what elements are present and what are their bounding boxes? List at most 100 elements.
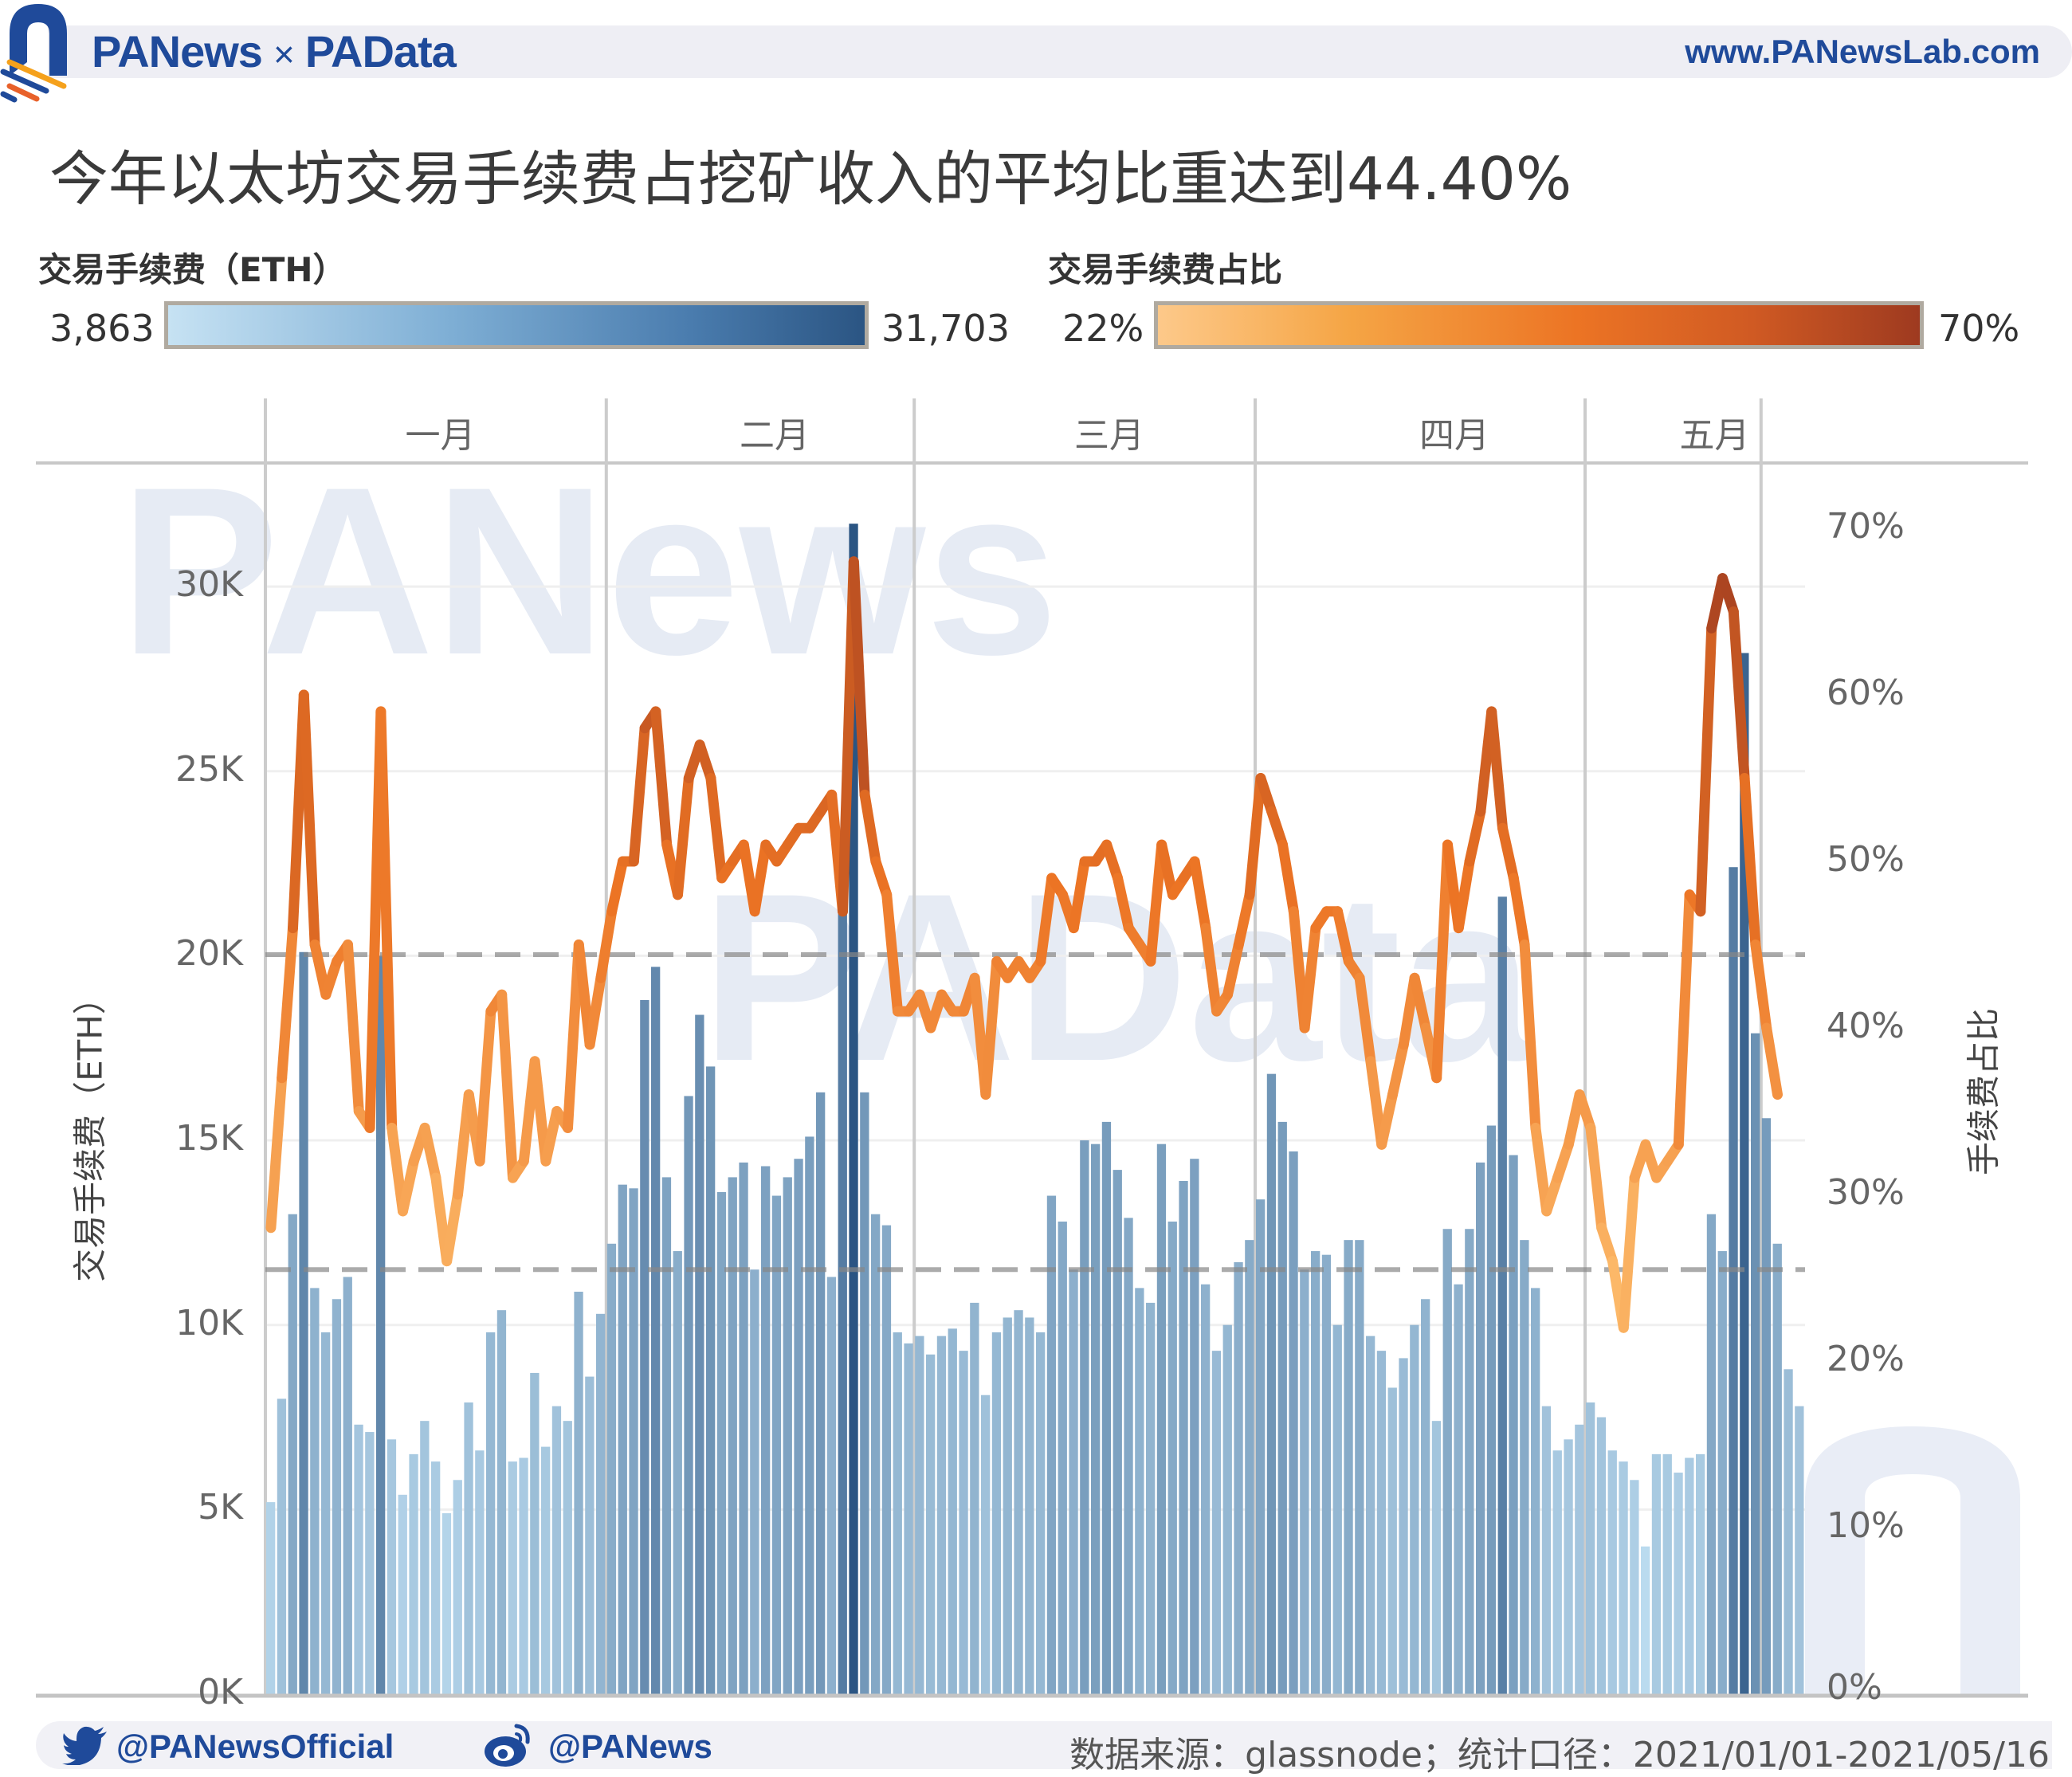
left-axis-tick: 20K <box>175 933 243 975</box>
fee-bar <box>1277 1121 1287 1694</box>
ratio-line-segment <box>1453 856 1475 934</box>
ratio-line-segment <box>540 1106 563 1167</box>
ratio-line-segment <box>1244 773 1266 900</box>
fee-bar <box>606 1243 617 1694</box>
fee-bar <box>849 524 858 1695</box>
ratio-line-segment <box>1156 839 1178 900</box>
left-axis-tick: 5K <box>198 1487 243 1528</box>
fee-bar <box>739 1162 748 1694</box>
ratio-line-segment <box>606 856 628 917</box>
right-axis-tick: 0% <box>1827 1667 1882 1708</box>
fee-bar <box>1564 1439 1573 1694</box>
right-axis-tick: 70% <box>1827 506 1905 547</box>
right-axis-tick: 20% <box>1827 1339 1905 1379</box>
ratio-line-segment <box>1497 822 1519 884</box>
fee-bar <box>1355 1240 1364 1694</box>
ratio-line-segment <box>628 723 650 867</box>
ratio-line-segment <box>1101 839 1123 884</box>
fee-bar <box>299 951 308 1694</box>
ratio-line-segment <box>496 989 518 1183</box>
brand-panews: PANews <box>92 26 263 76</box>
fee-bar <box>1046 1195 1057 1694</box>
fee-bar <box>716 1191 727 1694</box>
fee-bar <box>508 1461 517 1694</box>
ratio-line-segment <box>1750 939 1772 1034</box>
fee-bar <box>398 1494 407 1694</box>
fee-bar <box>1366 1336 1375 1694</box>
right-axis-tick: 30% <box>1827 1172 1905 1213</box>
fee-bar <box>387 1439 397 1694</box>
fee-bar <box>1486 1125 1497 1694</box>
fee-bar <box>1300 1269 1309 1694</box>
fee-bar <box>1256 1199 1266 1694</box>
panews-watermark: PANews <box>120 437 1058 704</box>
fee-bar <box>1541 1406 1552 1694</box>
fee-bar <box>936 1336 947 1694</box>
fee-bar <box>541 1446 551 1694</box>
ratio-line-segment <box>1332 906 1354 967</box>
fee-bar <box>860 1092 869 1694</box>
left-axis-tick: 15K <box>175 1118 243 1159</box>
fee-bar <box>1167 1221 1177 1694</box>
legend-ratio-title: 交易手续费占比 <box>1048 250 1283 289</box>
ratio-line-segment <box>265 1073 288 1234</box>
logo-watermark-icon <box>1805 1426 2020 1694</box>
legend-fee-gradient <box>164 301 869 349</box>
fee-bar <box>1552 1450 1562 1694</box>
ratio-line-segment <box>1778 0 1789 1095</box>
footer-bar <box>36 1721 2052 1769</box>
fee-bar <box>1795 1406 1804 1694</box>
fee-bar <box>1442 1229 1452 1694</box>
brand-padata: PAData <box>304 26 457 76</box>
ratio-line-segment <box>584 972 606 1050</box>
fee-bar <box>1662 1453 1672 1694</box>
fee-bar <box>1630 1480 1639 1694</box>
right-axis-tick: 60% <box>1827 673 1905 713</box>
ratio-line-segment <box>343 939 364 1116</box>
brand-logotype: PANews × PAData <box>92 24 457 82</box>
fee-bar <box>266 1502 276 1694</box>
fee-bar <box>409 1453 418 1694</box>
fee-bar <box>1113 1170 1122 1694</box>
fee-bar <box>871 1214 881 1694</box>
fee-bar <box>1761 1118 1772 1694</box>
fee-bar <box>1124 1218 1133 1694</box>
fee-bar <box>1531 1288 1540 1694</box>
fee-bar <box>959 1351 968 1694</box>
fee-bar <box>1772 1243 1782 1694</box>
ratio-line-segment <box>1673 889 1695 1150</box>
ratio-line-segment <box>1486 706 1508 834</box>
fee-bar <box>1651 1453 1662 1694</box>
ratio-line-segment <box>1299 923 1321 1034</box>
ratio-line-segment <box>1596 1222 1618 1267</box>
fee-bar <box>441 1512 452 1694</box>
right-axis-tick: 10% <box>1827 1505 1905 1546</box>
weibo-handle-link[interactable]: @PANews <box>548 1728 712 1765</box>
fee-bar <box>1058 1221 1067 1694</box>
ratio-line-segment <box>529 1056 551 1167</box>
data-source-note: 数据来源：glassnode；统计口径：2021/01/01-2021/05/1… <box>1069 1735 2050 1775</box>
fee-bar <box>431 1461 441 1694</box>
legend-ratio-min: 22% <box>1062 307 1144 350</box>
left-axis-tick: 10K <box>175 1302 243 1344</box>
month-header-apr: 四月 <box>1419 415 1489 456</box>
month-header-jan: 一月 <box>405 415 476 456</box>
ratio-line-segment <box>441 1189 463 1267</box>
ratio-line-segment <box>1277 839 1299 917</box>
right-axis-tick: 40% <box>1827 1006 1905 1046</box>
ratio-line-segment <box>1508 873 1530 950</box>
ratio-line-segment <box>1761 1022 1783 1100</box>
fee-bar <box>1311 1251 1321 1694</box>
ratio-line-segment <box>694 739 716 783</box>
ratio-line-segment <box>1266 806 1288 850</box>
twitter-handle-link[interactable]: @PANewsOfficial <box>116 1728 394 1765</box>
ratio-line-segment <box>298 689 320 950</box>
fee-bar <box>1596 1417 1607 1694</box>
ratio-line-segment <box>1035 873 1058 967</box>
site-url-link[interactable]: www.PANewsLab.com <box>1685 33 2040 70</box>
fee-bar <box>288 1214 297 1694</box>
fee-bar <box>530 1372 540 1694</box>
fee-bar <box>761 1166 771 1694</box>
fee-bar <box>695 1014 704 1694</box>
